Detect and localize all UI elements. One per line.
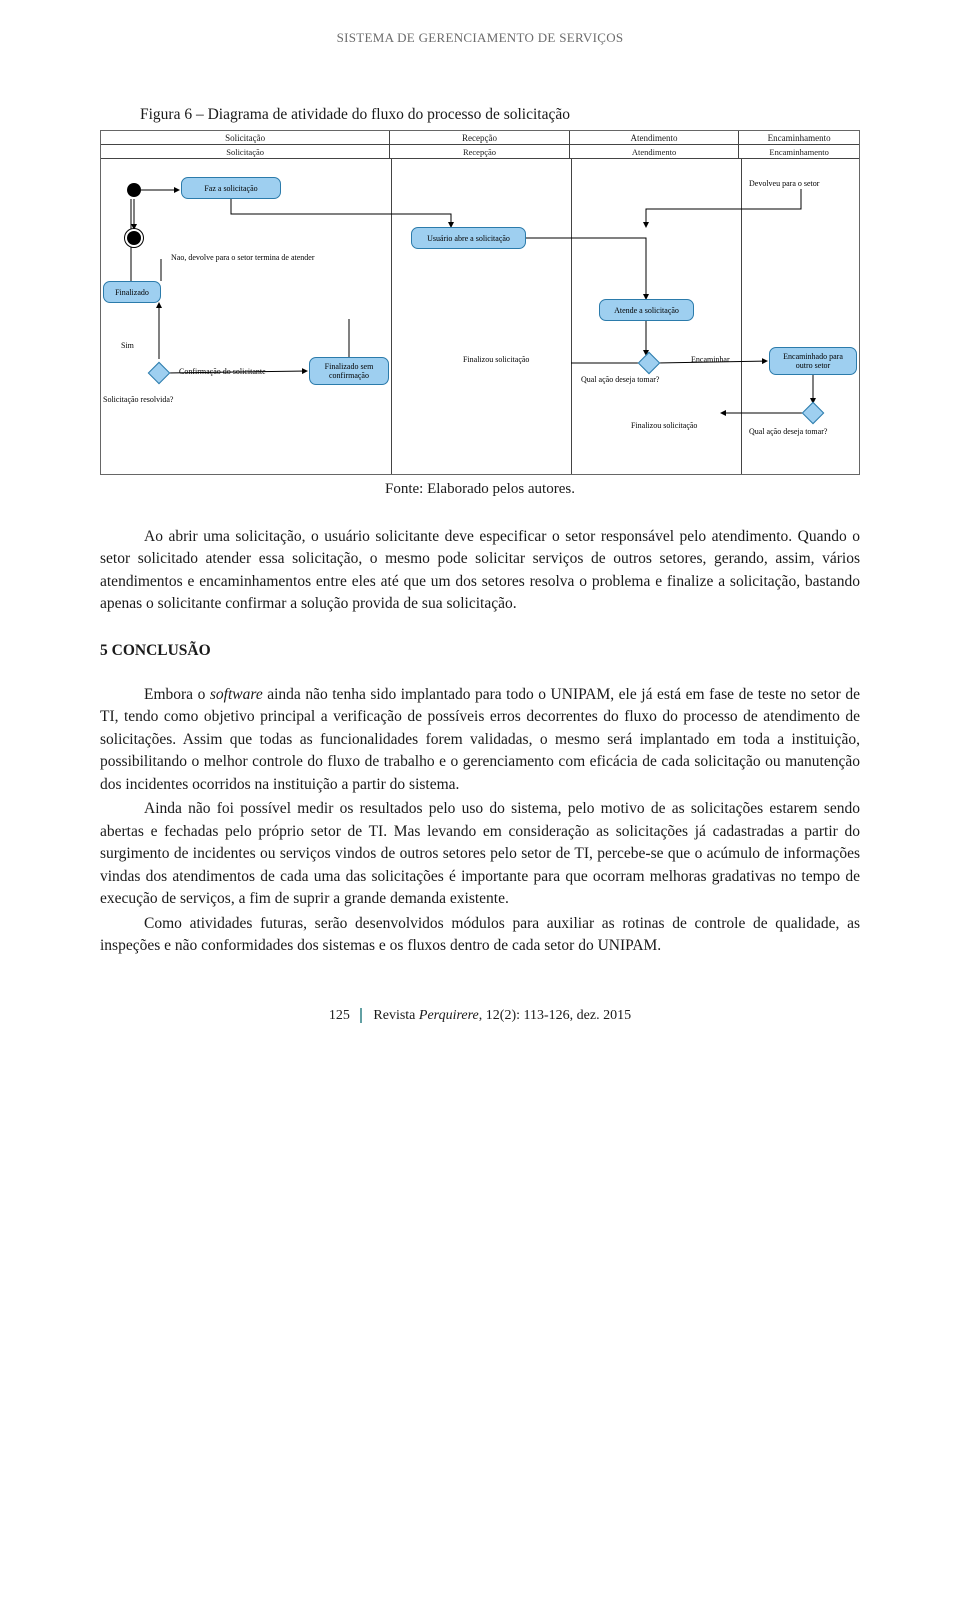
diagram-body: Faz a solicitação Usuário abre a solicit… <box>101 159 859 474</box>
label-qual-acao2: Qual ação deseja tomar? <box>749 427 827 436</box>
paragraph-conclusao-2: Ainda não foi possível medir os resultad… <box>100 798 860 910</box>
node-faz-solicitacao: Faz a solicitação <box>181 177 281 199</box>
lane1-header1: Solicitação <box>101 131 390 144</box>
label-nao-devolve: Nao, devolve para o setor termina de ate… <box>171 253 315 262</box>
label-devolveu: Devolveu para o setor <box>749 179 819 188</box>
figure-caption: Figura 6 – Diagrama de atividade do flux… <box>100 106 860 124</box>
end-node <box>127 231 141 245</box>
node-usuario-abre: Usuário abre a solicitação <box>411 227 526 249</box>
page-footer: 125 Revista Perquirere, 12(2): 113-126, … <box>100 1008 860 1024</box>
lane3-header1: Atendimento <box>570 131 740 144</box>
lane4-header2: Encaminhamento <box>739 145 859 158</box>
paragraph-intro: Ao abrir uma solicitação, o usuário soli… <box>100 526 860 616</box>
node-finalizado-sem-conf: Finalizado sem confirmação <box>309 357 389 385</box>
diagram-arrows <box>101 159 859 474</box>
page-number: 125 <box>329 1008 362 1023</box>
label-finalizou1: Finalizou solicitação <box>463 355 529 364</box>
running-head: SISTEMA DE GERENCIAMENTO DE SERVIÇOS <box>0 0 960 106</box>
label-sim: Sim <box>121 341 134 350</box>
journal-ref: Revista Perquirere, 12(2): 113-126, dez.… <box>373 1008 631 1023</box>
paragraph-conclusao-3: Como atividades futuras, serão desenvolv… <box>100 913 860 958</box>
section-heading-conclusao: 5 CONCLUSÃO <box>100 642 860 660</box>
lane4-header1: Encaminhamento <box>739 131 859 144</box>
activity-diagram: Solicitação Recepção Atendimento Encamin… <box>100 130 860 475</box>
swimlane-header-row1: Solicitação Recepção Atendimento Encamin… <box>101 131 859 145</box>
node-encaminhado: Encaminhado para outro setor <box>769 347 857 375</box>
lane2-header1: Recepção <box>390 131 570 144</box>
label-resolvida: Solicitação resolvida? <box>103 395 173 404</box>
figure-source: Fonte: Elaborado pelos autores. <box>100 481 860 498</box>
node-finalizado: Finalizado <box>103 281 161 303</box>
label-encaminhar: Encaminhar <box>691 355 730 364</box>
lane1-header2: Solicitação <box>101 145 390 158</box>
lane3-header2: Atendimento <box>570 145 740 158</box>
node-atende: Atende a solicitação <box>599 299 694 321</box>
label-confirmacao: Confirmação do solicitante <box>179 367 266 376</box>
paragraph-conclusao-1: Embora o software ainda não tenha sido i… <box>100 684 860 796</box>
swimlane-header-row2: Solicitação Recepção Atendimento Encamin… <box>101 145 859 159</box>
start-node <box>127 183 141 197</box>
lane2-header2: Recepção <box>390 145 570 158</box>
label-qual-acao1: Qual ação deseja tomar? <box>581 375 659 384</box>
label-finalizou2: Finalizou solicitação <box>631 421 697 430</box>
